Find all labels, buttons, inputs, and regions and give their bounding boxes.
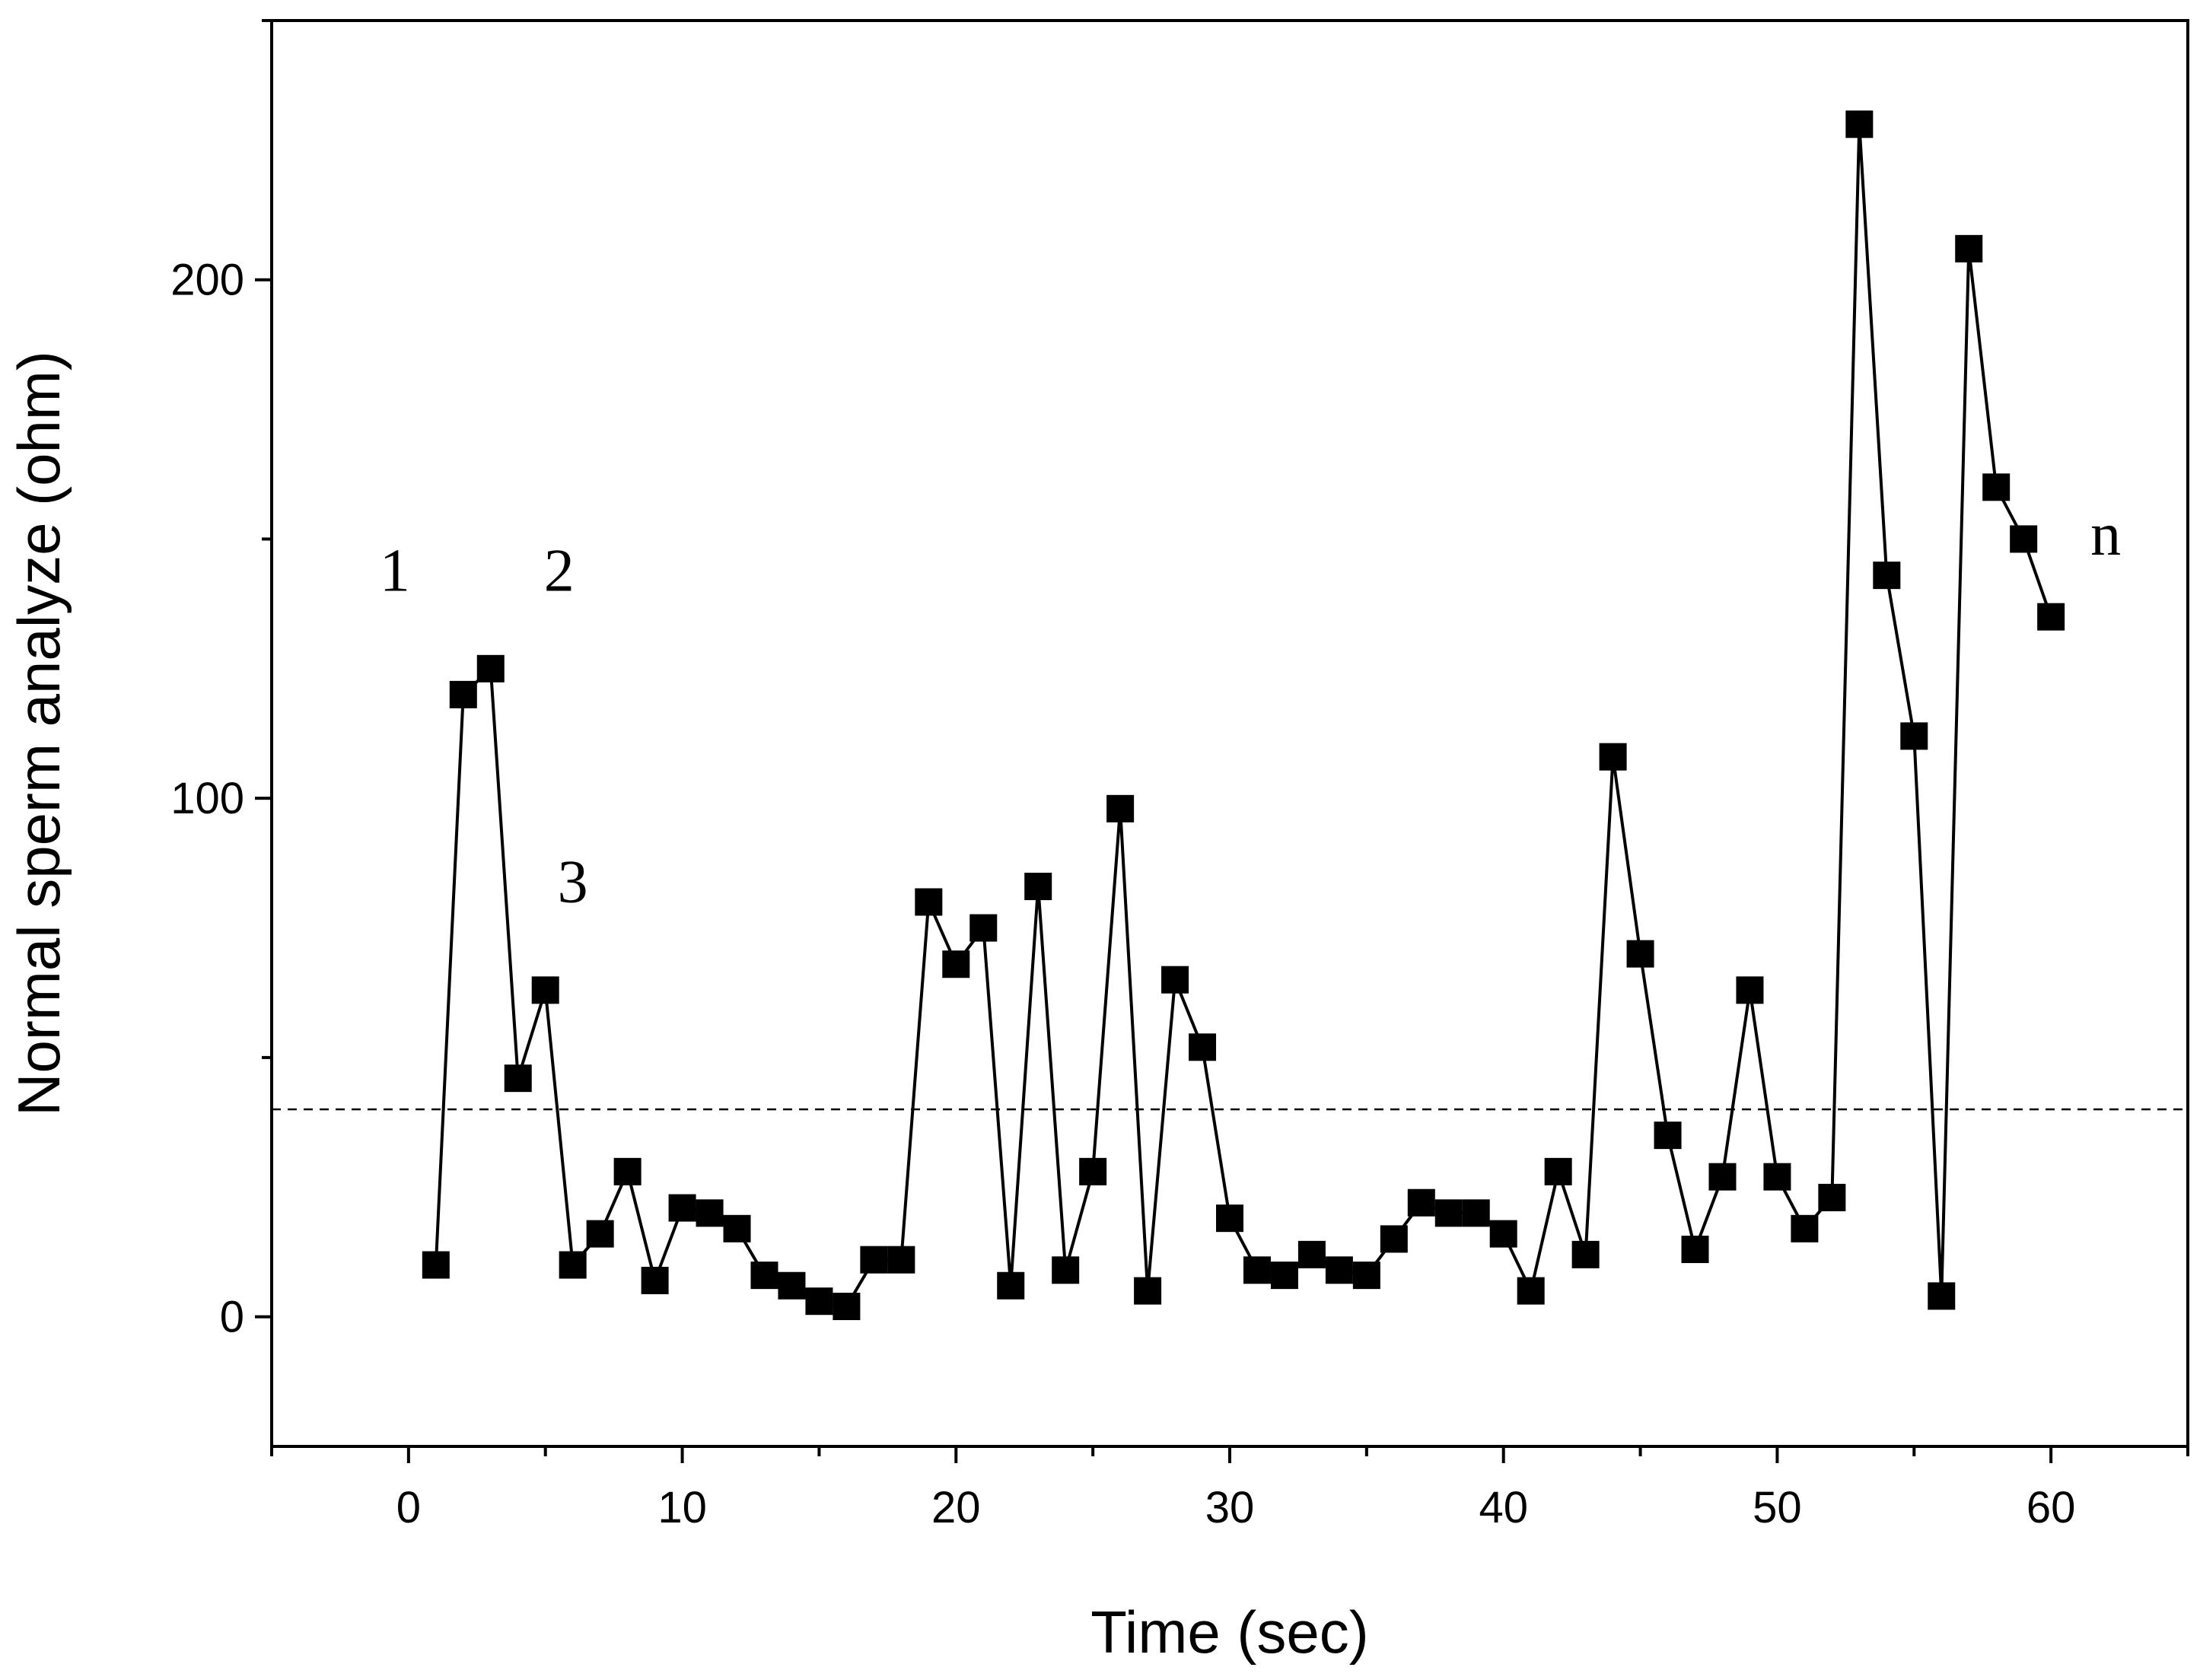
data-point	[586, 1220, 614, 1248]
data-point	[1079, 1157, 1107, 1185]
data-point	[1544, 1157, 1572, 1185]
data-point	[1462, 1199, 1490, 1227]
data-point	[1982, 473, 2011, 501]
data-point	[1380, 1225, 1408, 1253]
y-tick-label: 200	[170, 256, 244, 305]
data-point	[1243, 1256, 1271, 1284]
data-point	[1791, 1214, 1819, 1242]
data-point	[1873, 562, 1901, 590]
data-point	[668, 1194, 696, 1222]
annotation-label: n	[2090, 501, 2121, 568]
x-tick-label: 60	[2026, 1483, 2076, 1532]
x-tick-label: 10	[657, 1483, 707, 1532]
data-point	[1736, 976, 1764, 1004]
data-point	[1900, 722, 1928, 750]
data-point	[1134, 1277, 1162, 1305]
data-point	[1434, 1199, 1463, 1227]
data-markers	[422, 110, 2065, 1321]
annotation-label: 2	[544, 538, 575, 605]
data-point	[504, 1064, 532, 1093]
data-point	[1681, 1236, 1709, 1264]
data-point	[1708, 1163, 1737, 1191]
data-point	[1297, 1240, 1326, 1268]
data-point	[422, 1251, 450, 1279]
data-point	[1489, 1220, 1517, 1248]
x-tick-label: 50	[1753, 1483, 1802, 1532]
data-point	[1599, 743, 1627, 771]
data-point	[915, 888, 943, 916]
data-point	[750, 1262, 778, 1290]
data-point	[1352, 1262, 1380, 1290]
series-line	[434, 124, 2052, 1309]
data-point	[1216, 1204, 1243, 1233]
data-point	[2010, 525, 2038, 553]
data-point	[1654, 1122, 1682, 1150]
data-point	[1763, 1163, 1791, 1191]
annotation-label: 1	[380, 538, 410, 605]
data-point	[1325, 1256, 1353, 1284]
y-tick-label: 100	[170, 774, 244, 823]
data-point	[1407, 1188, 1435, 1217]
data-point	[942, 950, 970, 978]
data-point	[860, 1246, 888, 1274]
data-point	[1106, 794, 1135, 822]
x-axis-title: Time (sec)	[1090, 1599, 1368, 1666]
data-point	[833, 1293, 861, 1321]
data-point	[1517, 1277, 1545, 1305]
data-point	[723, 1214, 751, 1242]
annotation-label: 3	[558, 848, 588, 915]
data-point	[449, 680, 477, 708]
y-axis-title: Normal sperm analyze (ohm)	[5, 351, 72, 1116]
data-point	[1955, 234, 1983, 262]
data-point	[1928, 1282, 1956, 1310]
data-point	[696, 1199, 724, 1227]
data-point	[969, 914, 998, 942]
x-tick-label: 0	[396, 1483, 421, 1532]
x-tick-label: 20	[931, 1483, 981, 1532]
data-point	[1161, 966, 1189, 994]
data-point	[1270, 1262, 1298, 1290]
data-point	[1626, 940, 1654, 968]
data-point	[613, 1157, 642, 1185]
data-point	[476, 654, 505, 682]
data-point	[887, 1246, 915, 1274]
data-point	[559, 1251, 587, 1279]
data-point	[1571, 1240, 1600, 1268]
y-axis-ticks: 0 100 200	[170, 19, 272, 1342]
x-axis-ticks: 0 10 20 30 40 50 60	[270, 1446, 2189, 1532]
data-point	[2037, 603, 2065, 631]
y-tick-label: 0	[220, 1293, 244, 1342]
data-point	[531, 976, 559, 1004]
data-point	[997, 1271, 1025, 1300]
data-point	[1818, 1183, 1846, 1211]
x-tick-label: 40	[1479, 1483, 1528, 1532]
annotations: 1 2 3 n	[380, 501, 2121, 916]
data-point	[641, 1266, 669, 1294]
x-tick-label: 30	[1205, 1483, 1255, 1532]
data-point	[1189, 1033, 1217, 1061]
data-point	[805, 1287, 833, 1316]
data-point	[1052, 1256, 1080, 1284]
data-point	[778, 1271, 806, 1300]
data-point	[1845, 110, 1874, 138]
data-point	[1024, 873, 1052, 901]
